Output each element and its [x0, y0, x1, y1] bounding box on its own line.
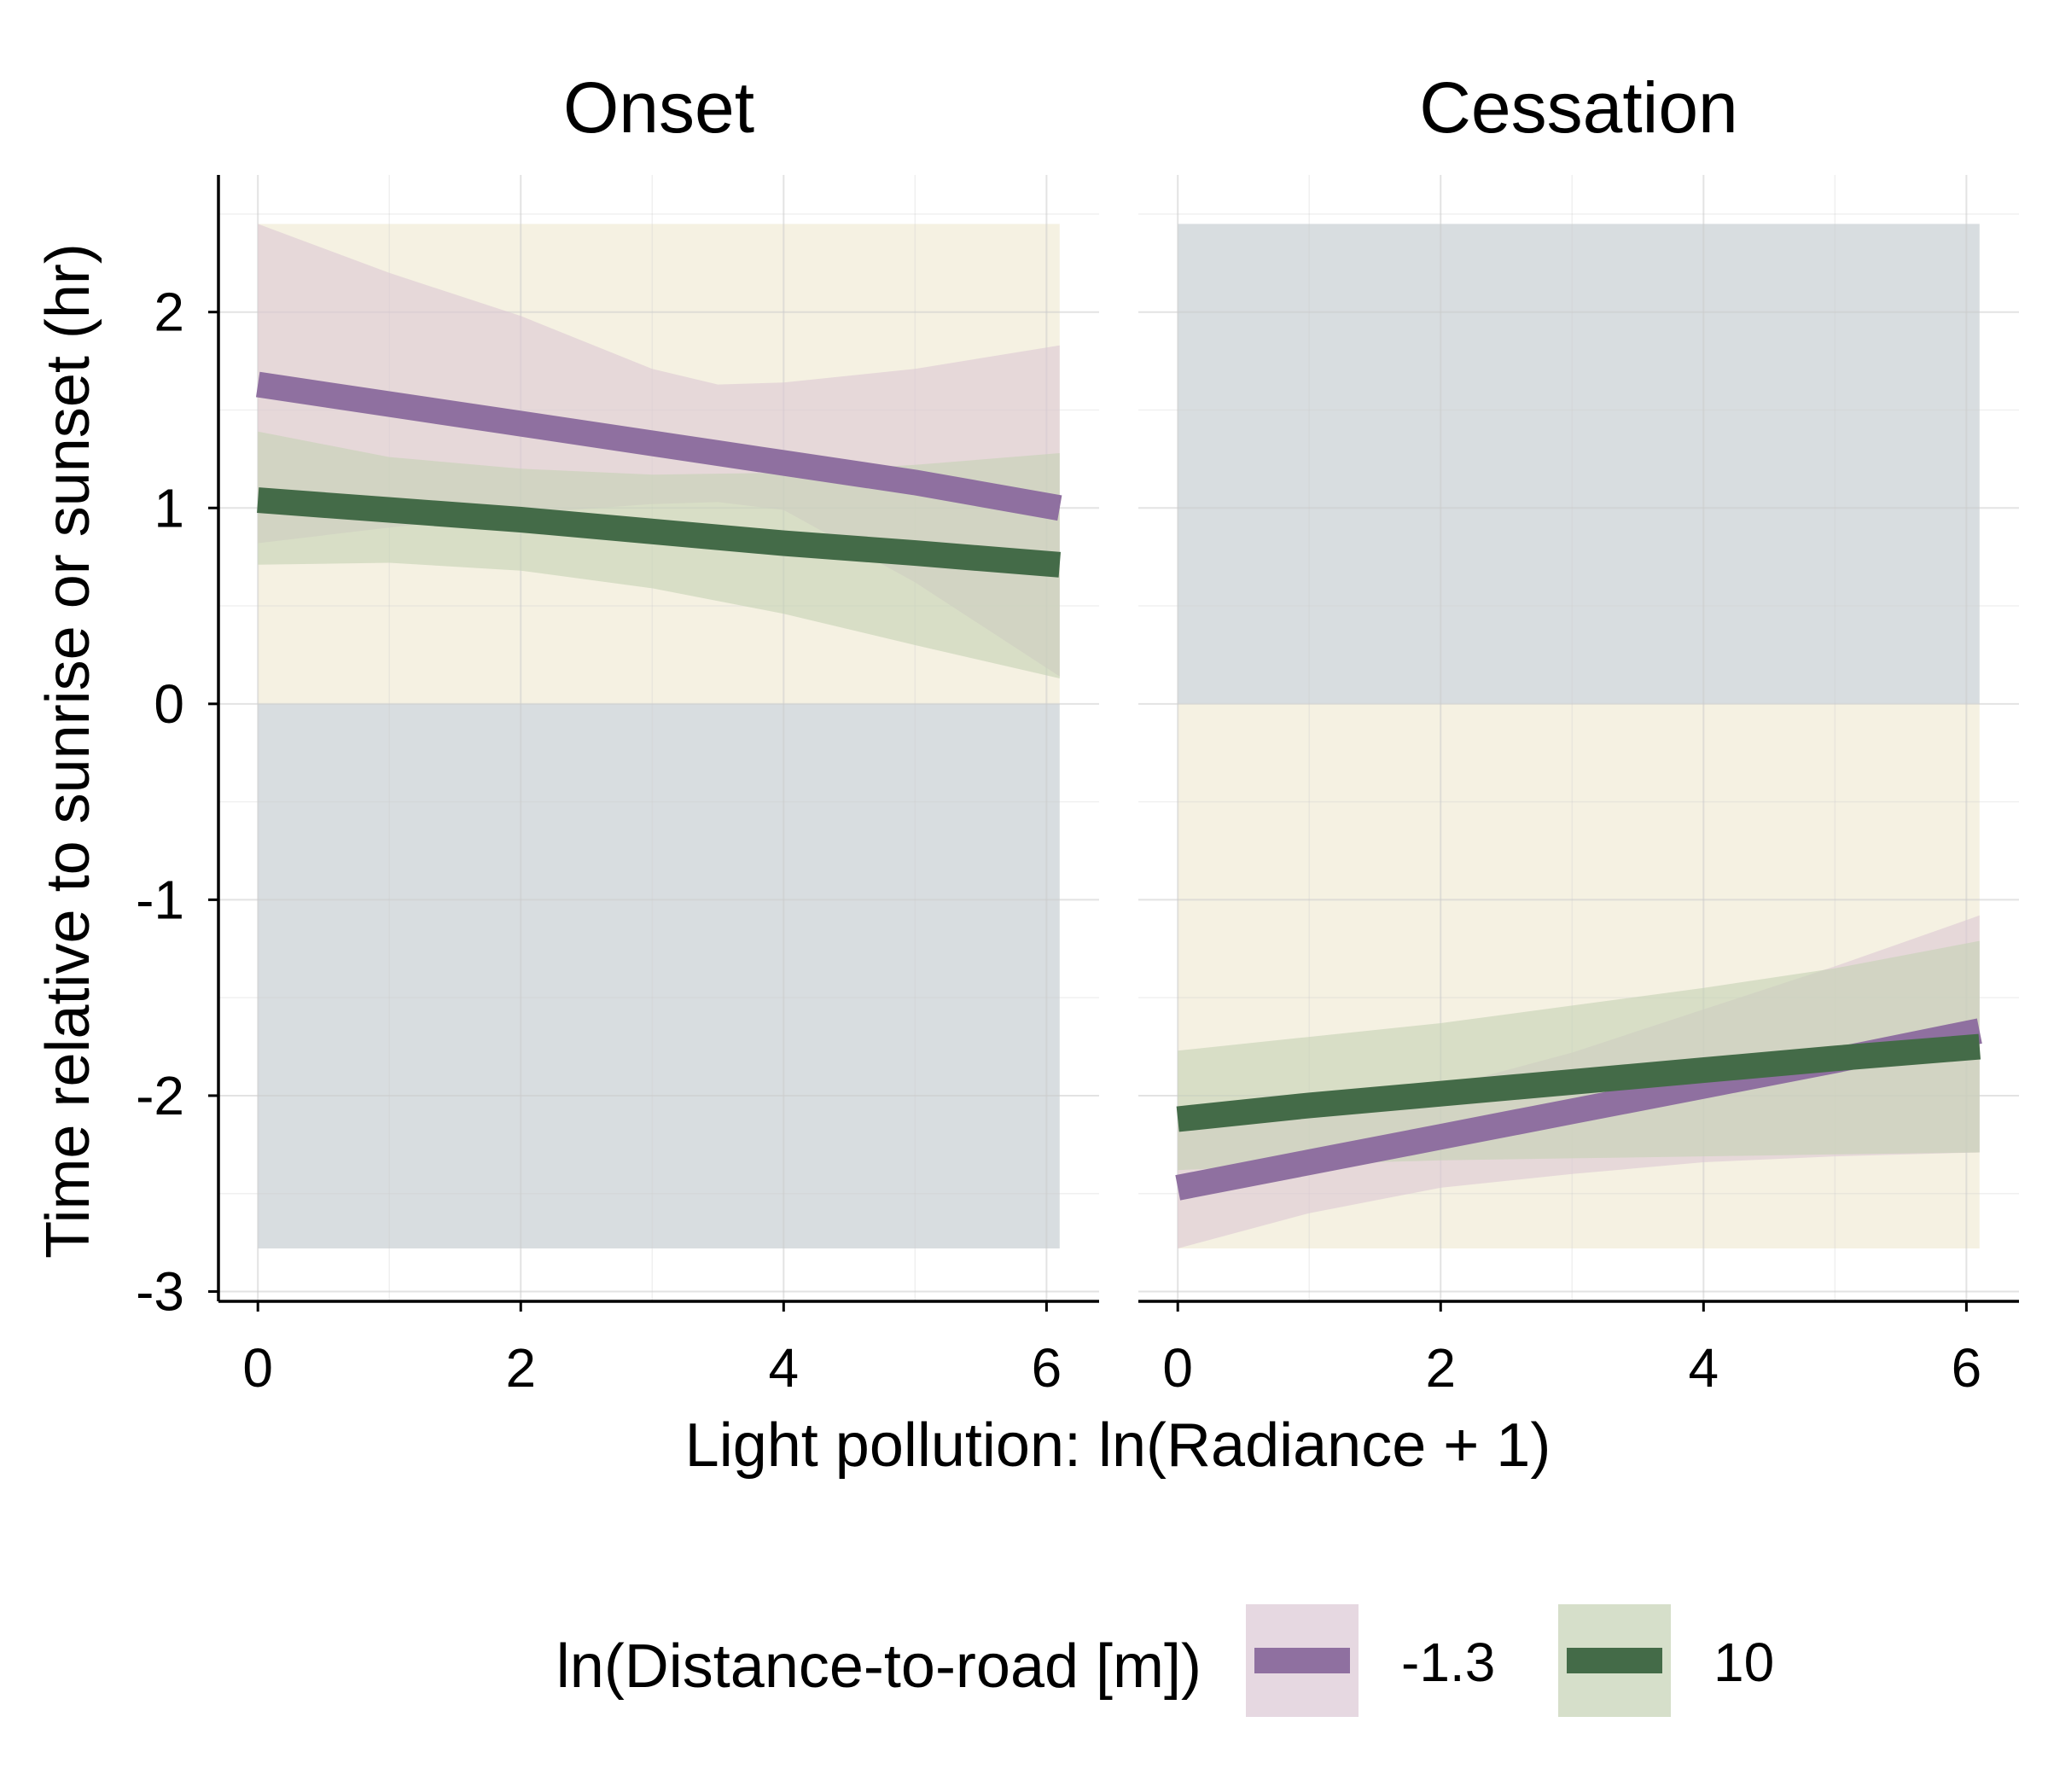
x-tick-label: 2: [505, 1337, 536, 1399]
series-line-10: [257, 487, 1062, 578]
legend-title: ln(Distance-to-road [m]): [556, 1632, 1201, 1701]
legend: ln(Distance-to-road [m]) -1.3 10: [556, 1604, 1774, 1717]
panels-layer: -3 -2 -1 0 1 2 0 2 4 6 Onset 0 2 4 6 Cessation: [136, 67, 2019, 1399]
y-tick-label: -1: [136, 869, 184, 930]
legend-label: 10: [1713, 1632, 1774, 1693]
background-band-night: [258, 703, 1060, 1249]
legend-label: -1.3: [1401, 1632, 1495, 1693]
panel-title: Onset: [563, 67, 754, 148]
x-tick-label: 6: [1032, 1337, 1062, 1399]
series-line--1.3: [255, 371, 1062, 521]
y-tick-label: -3: [136, 1261, 184, 1323]
x-tick-label: 0: [242, 1337, 273, 1399]
panel-title: Cessation: [1419, 67, 1738, 148]
x-tick-label: 6: [1952, 1337, 1982, 1399]
confidence-ribbon-10: [1178, 940, 1980, 1171]
panel-onset: -3 -2 -1 0 1 2 0 2 4 6 Onset: [136, 67, 1099, 1399]
y-axis-title: Time relative to sunrise or sunset (hr): [34, 243, 102, 1259]
series-line-10: [1176, 1033, 1981, 1132]
legend-item--1.3: -1.3: [1246, 1604, 1495, 1717]
x-tick-label: 0: [1162, 1337, 1193, 1399]
y-tick-label: 2: [154, 282, 184, 343]
y-tick-label: -2: [136, 1065, 184, 1126]
y-tick-label: 1: [154, 477, 184, 538]
panel-cessation: 0 2 4 6 Cessation: [1138, 67, 2019, 1399]
background-band-night: [1178, 224, 1980, 704]
legend-item-10: 10: [1558, 1604, 1774, 1717]
x-tick-label: 4: [769, 1337, 800, 1399]
y-tick-label: 0: [154, 673, 184, 735]
legend-items: -1.3 10: [1246, 1604, 1774, 1717]
x-tick-label: 2: [1425, 1337, 1456, 1399]
x-tick-label: 4: [1689, 1337, 1719, 1399]
confidence-ribbon-10: [258, 431, 1060, 678]
x-axis-title: Light pollution: ln(Radiance + 1): [685, 1411, 1551, 1480]
